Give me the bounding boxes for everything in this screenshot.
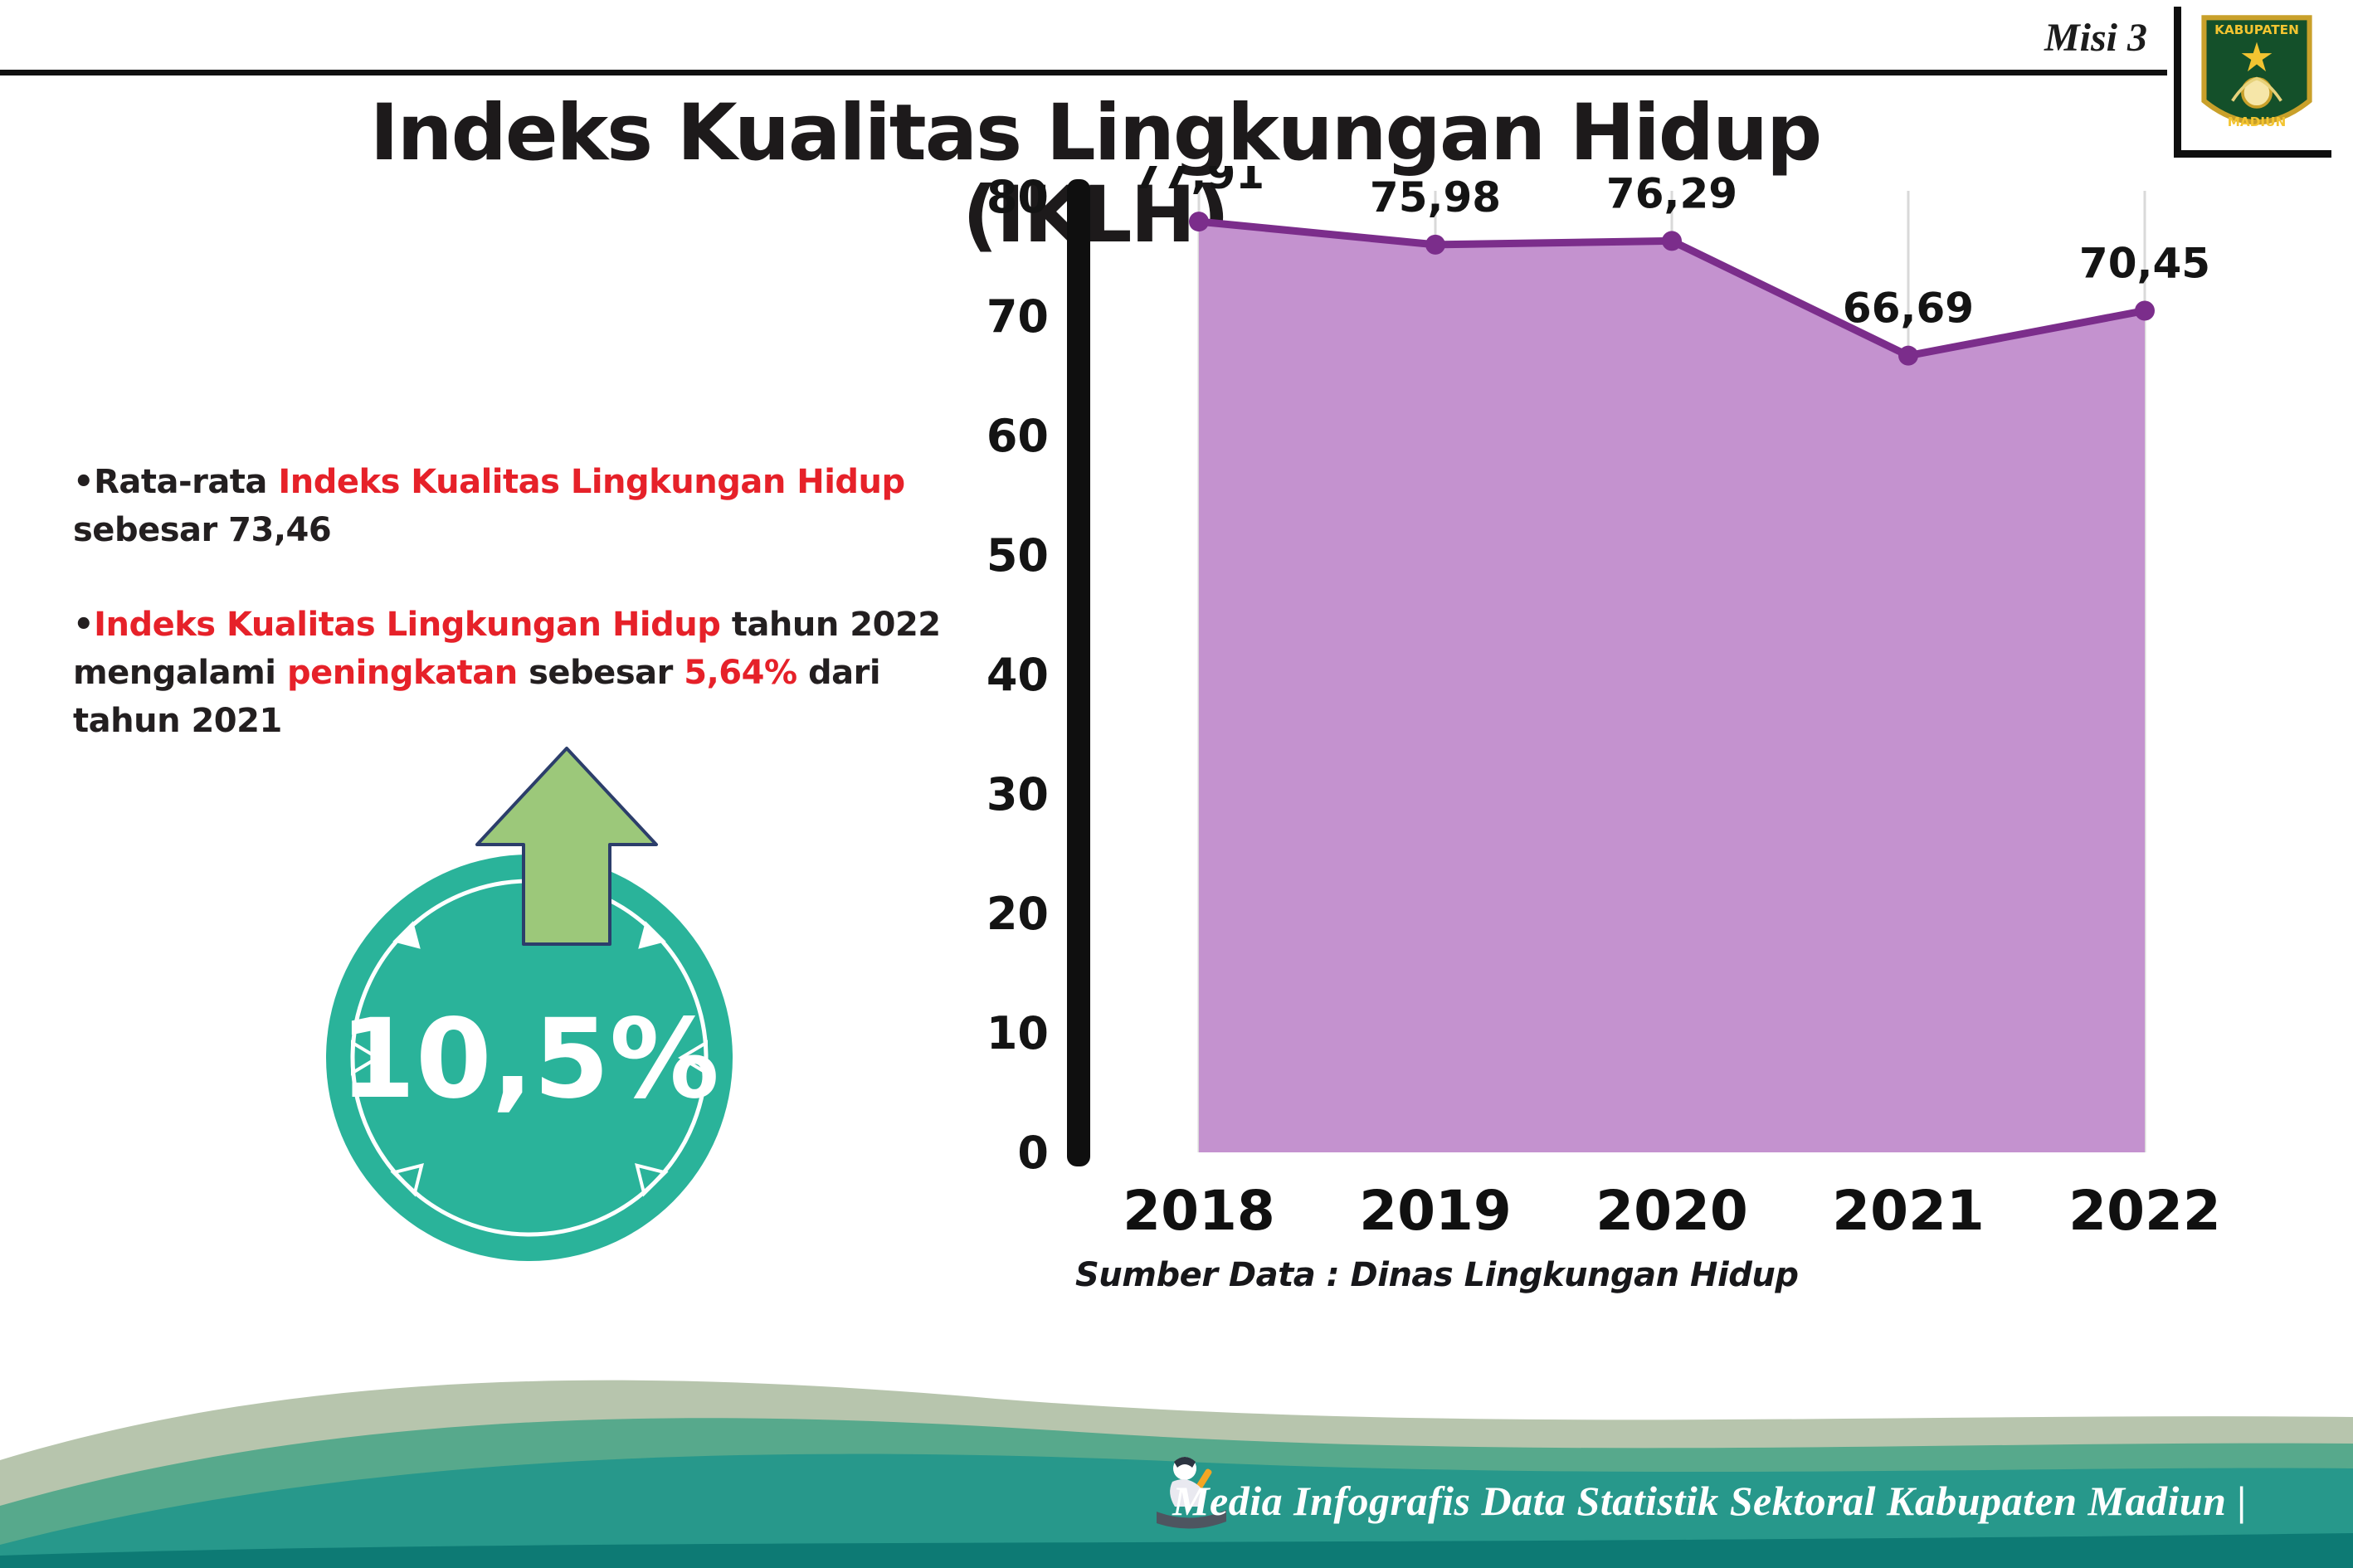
x-tick-label: 2022 (2068, 1179, 2221, 1243)
insight-text: dari tahun 2021 (73, 654, 881, 740)
crest-star-icon (2241, 41, 2272, 72)
y-tick-label: 80 (987, 171, 1049, 223)
arrow-up-icon (475, 747, 658, 946)
insights-block: •Rata-rata Indeks Kualitas Lingkungan Hi… (73, 458, 957, 745)
y-tick-label: 70 (987, 290, 1049, 343)
insight-increase: •Indeks Kualitas Lingkungan Hidup tahun … (73, 601, 957, 745)
badge-circle (326, 855, 733, 1261)
insight-highlight: Indeks Kualitas Lingkungan Hidup (94, 606, 721, 644)
badge-tick-marks (351, 921, 708, 1197)
value-label: 76,29 (1606, 169, 1737, 217)
data-point (1898, 345, 1918, 366)
mascot-icon (1150, 1445, 1233, 1531)
kabupaten-madiun-logo: KABUPATEN MADIUN (2174, 7, 2331, 158)
wave-dark-strip (0, 1533, 2353, 1568)
bullet-dot: • (73, 606, 95, 644)
data-point (1425, 234, 1445, 255)
area-fill (1199, 222, 2145, 1153)
page-title: Indeks Kualitas Lingkungan Hidup (IKLH) (369, 88, 1823, 261)
insight-average: •Rata-rata Indeks Kualitas Lingkungan Hi… (73, 458, 957, 554)
data-point (1662, 231, 1682, 251)
x-tick-label: 2018 (1123, 1179, 1275, 1243)
footer-credit: Media Infografis Data Statistik Sektoral… (1172, 1478, 2247, 1524)
y-tick-label: 0 (1017, 1127, 1049, 1179)
value-label: 70,45 (2079, 240, 2210, 288)
data-point (2135, 300, 2155, 321)
insight-text: Rata-rata (94, 463, 279, 501)
y-tick-label: 60 (987, 410, 1049, 462)
crest-shield (2200, 15, 2312, 125)
value-label: 75,98 (1370, 173, 1501, 222)
iklh-chart: 0 10 20 30 40 50 60 70 80 77,91 75,98 76,29 66,69 70,… (962, 150, 2257, 1253)
crest-text-top: KABUPATEN (2214, 22, 2299, 37)
iklh-area-chart: 0 10 20 30 40 50 60 70 80 77,91 75,98 76,29 66,69 70,… (987, 150, 2221, 1243)
insight-highlight: peningkatan (286, 654, 518, 692)
misi-label: Misi 3 (2044, 16, 2147, 60)
header-rule (0, 70, 2167, 75)
bullet-dot: • (73, 463, 95, 501)
x-tick-label: 2021 (1832, 1179, 1985, 1243)
x-tick-label: 2019 (1359, 1179, 1512, 1243)
x-tick-label: 2020 (1595, 1179, 1748, 1243)
data-point (1189, 212, 1209, 232)
kabupaten-madiun-crest: KABUPATEN MADIUN (2200, 15, 2312, 129)
value-label: 66,69 (1843, 285, 1974, 333)
y-axis-bar (1067, 179, 1090, 1166)
insight-highlight: 5,64% (684, 654, 797, 692)
y-tick-label: 40 (987, 649, 1049, 701)
crest-text-bottom: MADIUN (2227, 114, 2286, 129)
badge-graphic: 10,5% (326, 747, 733, 1261)
y-tick-label: 10 (987, 1007, 1049, 1059)
insight-text: sebesar (517, 654, 684, 692)
y-tick-label: 50 (987, 529, 1049, 582)
increase-badge: 10,5% (317, 738, 750, 1286)
source-note: Sumber Data : Dinas Lingkungan Hidup (1075, 1256, 1799, 1294)
insight-text: tahun 2022 mengalami (73, 606, 941, 692)
insight-text: sebesar 73,46 (73, 511, 332, 549)
footer: Media Infografis Data Statistik Sektoral… (0, 1319, 2353, 1568)
badge-percentage: 10,5% (339, 996, 719, 1123)
value-label: 77,91 (1133, 166, 1264, 198)
y-tick-label: 20 (987, 888, 1049, 940)
crest-rice-stalks (2230, 76, 2282, 102)
y-tick-label: 30 (987, 768, 1049, 821)
insight-highlight: Indeks Kualitas Lingkungan Hidup (278, 463, 905, 501)
